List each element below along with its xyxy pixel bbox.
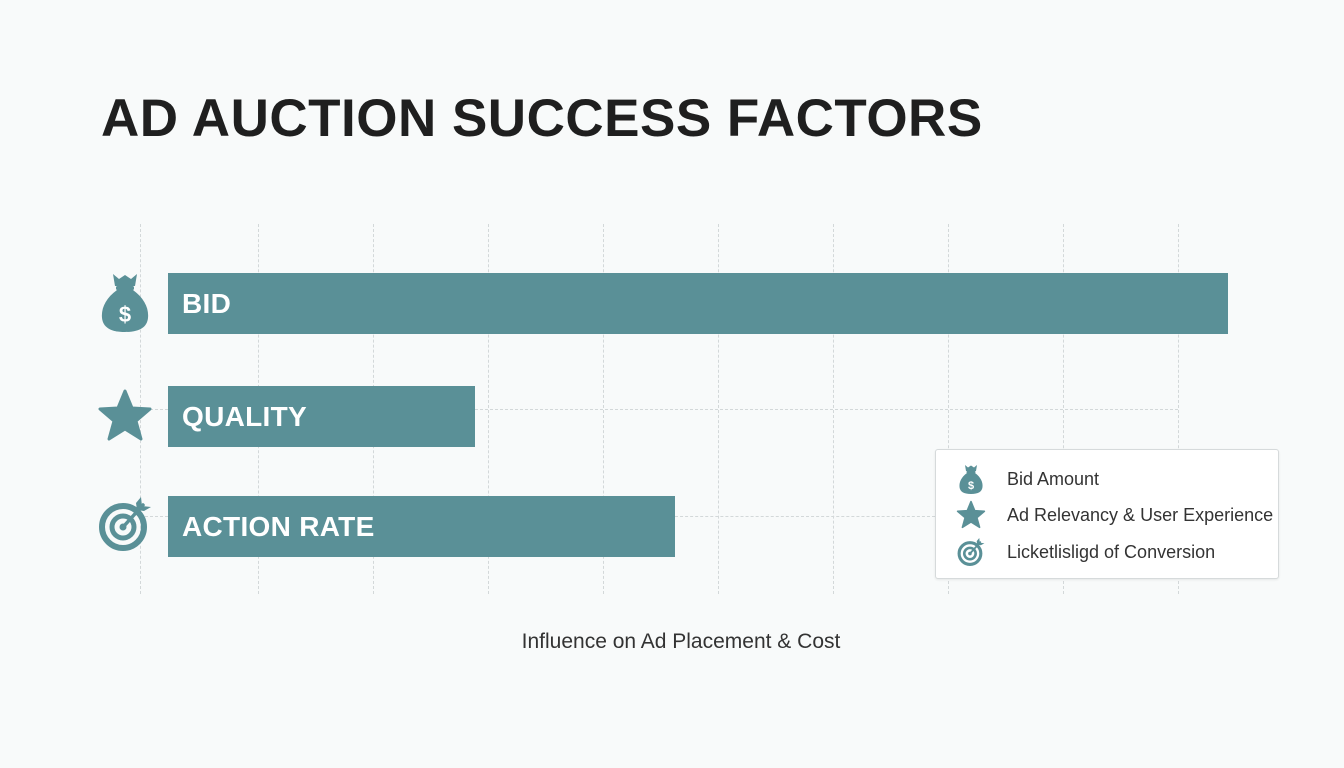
star-icon bbox=[956, 500, 986, 529]
bar-label-bid: BID bbox=[182, 287, 232, 319]
money-bag-icon: $ bbox=[101, 274, 149, 332]
bar-label-quality: QUALITY bbox=[182, 400, 307, 432]
legend-label: Licketlisligd of Conversion bbox=[1007, 541, 1216, 562]
gridline-horizontal bbox=[675, 516, 935, 517]
gridline-horizontal bbox=[140, 409, 168, 410]
star-icon bbox=[98, 389, 152, 441]
chart-title: AD AUCTION SUCCESS FACTORS bbox=[101, 89, 983, 148]
bar-action-rate: ACTION RATE bbox=[168, 496, 675, 557]
svg-text:$: $ bbox=[968, 480, 974, 492]
gridline-horizontal bbox=[140, 516, 168, 517]
target-icon bbox=[957, 538, 985, 566]
legend-item-ad-relevancy: Ad Relevancy & User Experience bbox=[956, 500, 1273, 530]
money-bag-icon: $ bbox=[959, 465, 983, 494]
legend-label: Bid Amount bbox=[1007, 468, 1100, 489]
gridline-horizontal bbox=[475, 409, 1178, 410]
target-icon bbox=[99, 497, 151, 551]
svg-text:$: $ bbox=[119, 302, 131, 327]
bar-bid: BID bbox=[168, 273, 1228, 334]
legend-item-bid-amount: $ Bid Amount bbox=[956, 464, 1099, 494]
legend-label: Ad Relevancy & User Experience bbox=[1007, 504, 1274, 525]
bar-label-action-rate: ACTION RATE bbox=[182, 510, 375, 542]
chart-legend: $ Bid Amount Ad Relevancy & User Experie… bbox=[935, 449, 1279, 579]
gridline-vertical bbox=[1178, 224, 1179, 594]
legend-item-conversion: Licketlisligd of Conversion bbox=[956, 537, 1215, 567]
bar-quality: QUALITY bbox=[168, 386, 475, 447]
x-axis-label: Influence on Ad Placement & Cost bbox=[521, 630, 841, 653]
